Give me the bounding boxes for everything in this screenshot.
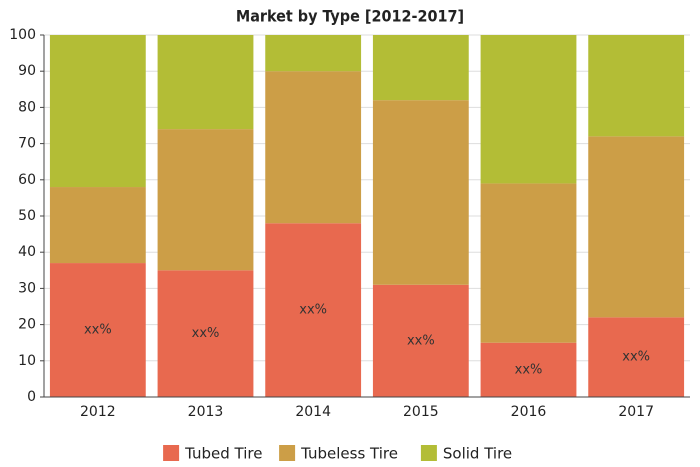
legend-swatch: [420, 445, 437, 461]
bar-segment: [588, 136, 685, 318]
bar-segment: [480, 183, 577, 343]
x-tick-label: 2012: [80, 404, 116, 420]
legend-label: Tubeless Tire: [300, 445, 398, 463]
y-tick-label: 90: [18, 63, 36, 79]
y-tick-label: 20: [18, 317, 36, 333]
bar-segment: [49, 35, 146, 188]
legend-swatch: [163, 445, 180, 461]
y-tick-label: 10: [18, 353, 36, 369]
legend-swatch: [279, 445, 296, 461]
y-tick-label: 30: [18, 280, 36, 296]
bar-segment: [372, 100, 469, 285]
legend-label: Solid Tire: [443, 445, 512, 463]
data-label: xx%: [407, 333, 435, 348]
bar-segment: [265, 35, 362, 72]
bar-segment: [480, 342, 577, 397]
bar-segment: [265, 71, 362, 224]
x-tick-label: 2017: [618, 404, 654, 420]
data-label: xx%: [84, 323, 112, 338]
bar-segment: [480, 35, 577, 184]
bar-segment: [157, 270, 254, 397]
bar-segment: [157, 129, 254, 271]
y-tick-label: 80: [18, 99, 36, 115]
x-tick-label: 2016: [511, 404, 547, 420]
legend-label: Tubed Tire: [184, 445, 262, 463]
data-label: xx%: [192, 326, 220, 341]
y-tick-label: 60: [18, 172, 36, 188]
y-tick-label: 70: [18, 136, 36, 152]
bar-segment: [265, 223, 362, 397]
y-tick-label: 100: [9, 27, 36, 43]
y-tick-label: 50: [18, 208, 36, 224]
bar-segment: [372, 35, 469, 101]
y-tick-label: 40: [18, 244, 36, 260]
y-tick-label: 0: [27, 389, 36, 405]
chart-title: Market by Type [2012-2017]: [236, 7, 464, 26]
x-tick-label: 2015: [403, 404, 439, 420]
bar-segment: [372, 284, 469, 397]
bar-segment: [588, 35, 685, 137]
bar-segment: [588, 317, 685, 397]
x-tick-label: 2013: [188, 404, 224, 420]
x-tick-label: 2014: [295, 404, 331, 420]
bar-segment: [49, 187, 146, 264]
data-label: xx%: [622, 350, 650, 365]
bar-segment: [49, 263, 146, 397]
data-label: xx%: [299, 303, 327, 318]
bar-segment: [157, 35, 254, 130]
data-label: xx%: [515, 362, 543, 377]
